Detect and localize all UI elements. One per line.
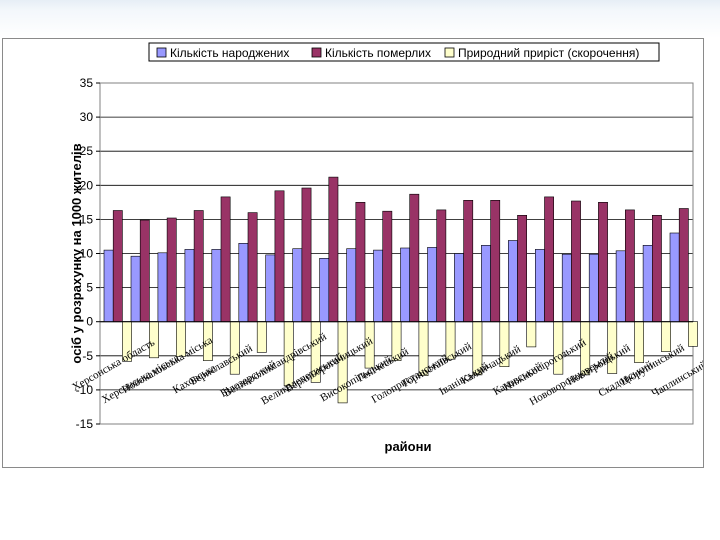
bar-s1-3 (157, 252, 168, 323)
category-label: Верхньорогачицький (283, 335, 375, 395)
bar-s2-16 (517, 215, 527, 323)
legend-label-1: Кількість народжених (170, 46, 289, 60)
ticks-layer: -15 -10 -5 0 5 10 15 20 25 30 35 (76, 76, 100, 431)
bar-s1-18 (561, 253, 572, 322)
legend-swatch-1 (156, 47, 167, 58)
y-tick-label: 30 (80, 110, 94, 124)
y-tick-label: 10 (80, 247, 94, 261)
y-tick-label: 35 (80, 76, 94, 90)
legend-swatch-3 (444, 47, 455, 58)
bar-s1-9 (319, 258, 330, 323)
bar-s1-22 (669, 232, 680, 322)
bar-s1-19 (588, 253, 599, 322)
bar-s1-16 (507, 240, 518, 322)
bar-s1-17 (534, 249, 545, 322)
y-tick-label: -10 (76, 383, 94, 397)
bar-s1-21 (642, 245, 653, 323)
bar-s2-18 (571, 200, 581, 322)
bar-s2-17 (544, 196, 554, 322)
bar-s2-11 (382, 210, 393, 322)
y-tick-label: 25 (80, 144, 94, 158)
bar-s2-13 (436, 209, 447, 322)
bar-s1-6 (238, 243, 249, 323)
bar-s2-14 (463, 200, 474, 323)
bars-layer (103, 176, 698, 404)
legend-swatch-2 (311, 47, 322, 58)
legend-label-3: Природний приріст (скорочення) (458, 46, 639, 60)
y-tick-label: -5 (82, 349, 93, 363)
x-axis-title: райони (385, 439, 432, 454)
bar-s1-5 (211, 249, 222, 322)
bar-s2-22 (678, 208, 689, 322)
bar-s1-1 (103, 249, 114, 323)
bar-s2-21 (651, 215, 662, 323)
bar-s2-4 (193, 210, 204, 322)
bar-s1-7 (265, 254, 276, 322)
chart-frame: -15 -10 -5 0 5 10 15 20 25 30 35 Херсонська област… (2, 38, 704, 468)
bar-s1-13 (427, 247, 437, 322)
bar-s2-7 (274, 190, 285, 322)
bar-s2-10 (355, 202, 366, 322)
bar-s2-5 (220, 196, 231, 322)
legend-box (148, 42, 660, 62)
legend-items: Кількість народжених Кількість померлих Пр… (156, 46, 639, 60)
y-tick-label: -15 (76, 417, 94, 431)
bar-s2-9 (328, 176, 339, 323)
bar-s3-20 (634, 321, 644, 363)
bar-s1-12 (400, 247, 410, 322)
bar-s3-16 (526, 321, 537, 348)
bar-s3-6 (256, 321, 267, 353)
bar-s1-11 (373, 249, 383, 323)
bar-s2-8 (301, 187, 312, 322)
bar-s3-21 (661, 321, 671, 353)
bar-s2-15 (490, 200, 501, 323)
category-label: Новокаховська міська (120, 334, 215, 396)
y-tick-label: 20 (80, 178, 94, 192)
bar-s2-12 (409, 193, 420, 322)
bar-s1-10 (346, 248, 357, 322)
bar-s1-20 (615, 250, 626, 323)
bar-s2-1 (112, 210, 123, 322)
bar-s1-4 (184, 249, 195, 322)
bar-s1-2 (130, 255, 141, 322)
bar-s2-19 (598, 202, 608, 322)
bar-s1-15 (481, 245, 491, 323)
bar-s2-20 (624, 209, 635, 322)
bar-s2-3 (166, 217, 177, 322)
legend: Кількість народжених Кількість померлих Пр… (148, 42, 660, 62)
bar-s1-8 (292, 248, 303, 322)
y-tick-label: 5 (86, 281, 93, 295)
bar-s2-6 (247, 212, 258, 323)
y-axis-title: осіб у розрахунку на 1000 жителів (69, 143, 84, 363)
bar-s1-14 (454, 253, 464, 322)
y-tick-label: 0 (86, 315, 93, 329)
bar-s2-2 (139, 219, 150, 323)
y-tick-label: 15 (80, 212, 94, 226)
legend-label-2: Кількість померлих (325, 46, 431, 60)
bar-s3-22 (688, 321, 698, 347)
